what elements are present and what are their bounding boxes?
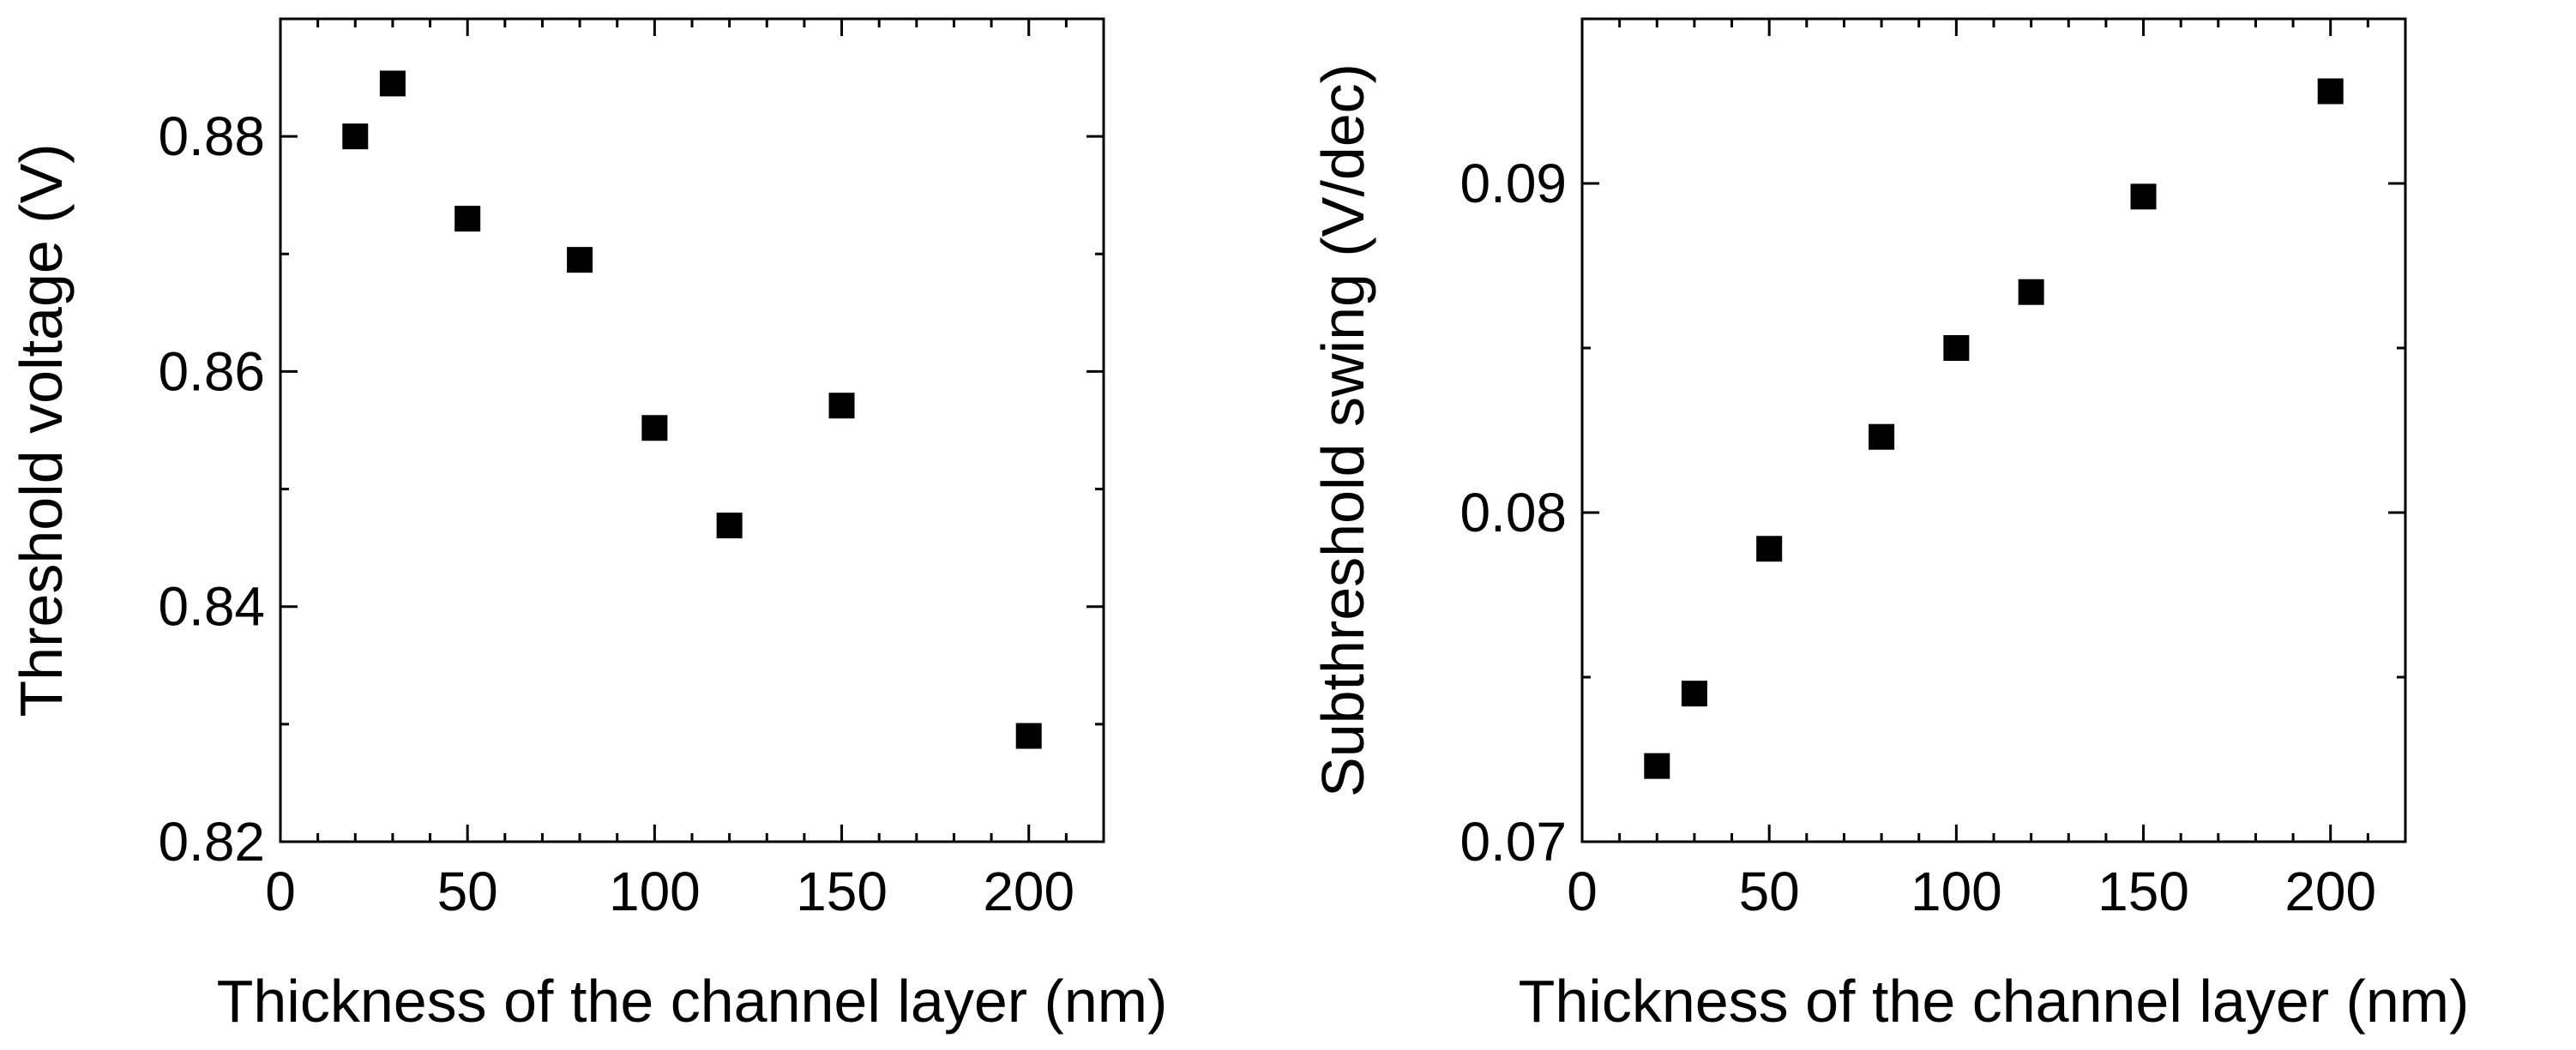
vth-x-axis-label: Thickness of the channel layer (nm) bbox=[217, 968, 1168, 1035]
ss-data-point bbox=[2317, 78, 2344, 105]
vth-x-tick-label: 150 bbox=[796, 861, 888, 922]
ss-data-point bbox=[1943, 335, 1970, 361]
ss-x-axis-label: Thickness of the channel layer (nm) bbox=[1519, 968, 2470, 1035]
ss-x-tick-label: 200 bbox=[2284, 861, 2376, 922]
vth-x-tick-label: 50 bbox=[437, 861, 498, 922]
vth-y-tick-label: 0.82 bbox=[158, 811, 265, 873]
vth-data-point bbox=[454, 206, 481, 232]
vth-data-point bbox=[379, 70, 406, 97]
ss-x-tick-label: 0 bbox=[1567, 861, 1598, 922]
vth-x-tick-label: 0 bbox=[265, 861, 296, 922]
ss-x-tick-label: 150 bbox=[2098, 861, 2189, 922]
vth-y-tick-label: 0.84 bbox=[158, 576, 265, 638]
vth-data-point bbox=[567, 247, 593, 273]
vth-x-tick-label: 100 bbox=[609, 861, 701, 922]
ss-plot-frame bbox=[1580, 17, 2407, 843]
ss-data-point bbox=[1644, 753, 1670, 779]
threshold-voltage-panel: 0 50 100 150 200 0.82 0.84 0.86 0.88 Thickness of… bbox=[8, 17, 1168, 1035]
vth-y-tick-label: 0.88 bbox=[158, 105, 265, 167]
ss-data-point bbox=[1756, 536, 1783, 562]
vth-x-tick-label: 200 bbox=[983, 861, 1074, 922]
ss-x-tick-label: 50 bbox=[1739, 861, 1800, 922]
vth-y-axis-label: Threshold voltage (V) bbox=[8, 143, 75, 717]
vth-data-point bbox=[1015, 723, 1042, 749]
ss-data-point bbox=[2018, 279, 2044, 305]
ss-y-axis-label: Subthreshold swing (V/dec) bbox=[1309, 63, 1376, 797]
ss-y-tick-label: 0.07 bbox=[1460, 811, 1567, 873]
ss-data-point bbox=[1869, 423, 1895, 450]
vth-data-point bbox=[641, 415, 668, 441]
vth-data-point bbox=[828, 393, 855, 419]
vth-y-tick-label: 0.86 bbox=[158, 340, 265, 402]
ss-x-tick-label: 100 bbox=[1911, 861, 2002, 922]
ss-y-tick-label: 0.08 bbox=[1460, 482, 1567, 543]
vth-plot-frame bbox=[279, 17, 1105, 843]
vth-data-point bbox=[342, 123, 369, 150]
ss-data-point bbox=[2130, 183, 2157, 210]
ss-y-tick-label: 0.09 bbox=[1460, 153, 1567, 214]
ss-data-point bbox=[1681, 681, 1707, 707]
subthreshold-swing-panel: 0 50 100 150 200 0.07 0.08 0.09 Thickness of the… bbox=[1309, 17, 2470, 1035]
vth-data-point bbox=[716, 513, 743, 539]
